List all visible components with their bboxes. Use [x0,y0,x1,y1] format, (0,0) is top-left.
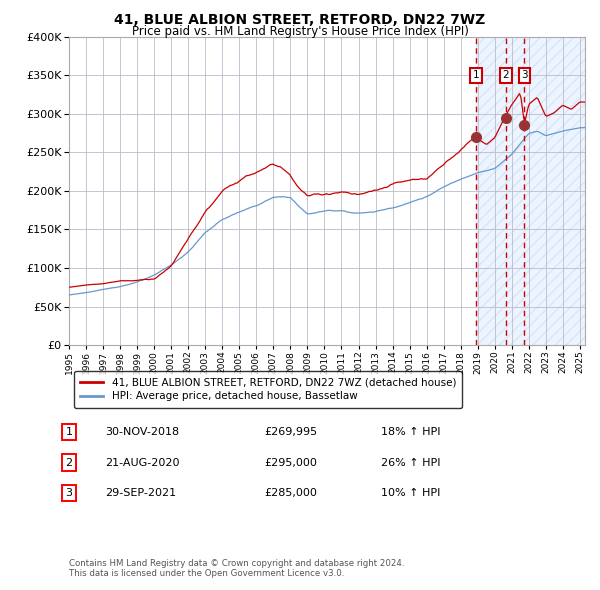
Text: This data is licensed under the Open Government Licence v3.0.: This data is licensed under the Open Gov… [69,569,344,578]
Text: 2: 2 [502,70,509,80]
Text: 1: 1 [473,70,479,80]
Text: Contains HM Land Registry data © Crown copyright and database right 2024.: Contains HM Land Registry data © Crown c… [69,559,404,568]
Legend: 41, BLUE ALBION STREET, RETFORD, DN22 7WZ (detached house), HPI: Average price, : 41, BLUE ALBION STREET, RETFORD, DN22 7W… [74,371,463,408]
Text: 10% ↑ HPI: 10% ↑ HPI [381,489,440,498]
Text: £285,000: £285,000 [264,489,317,498]
Text: 1: 1 [65,427,73,437]
Text: 18% ↑ HPI: 18% ↑ HPI [381,427,440,437]
Text: 3: 3 [521,70,528,80]
Text: 29-SEP-2021: 29-SEP-2021 [105,489,176,498]
Text: 2: 2 [65,458,73,467]
Text: 41, BLUE ALBION STREET, RETFORD, DN22 7WZ: 41, BLUE ALBION STREET, RETFORD, DN22 7W… [115,13,485,27]
Text: £295,000: £295,000 [264,458,317,467]
Text: £269,995: £269,995 [264,427,317,437]
Bar [476,37,585,345]
Text: Price paid vs. HM Land Registry's House Price Index (HPI): Price paid vs. HM Land Registry's House … [131,25,469,38]
Text: 21-AUG-2020: 21-AUG-2020 [105,458,179,467]
Bar [476,37,585,345]
Text: 30-NOV-2018: 30-NOV-2018 [105,427,179,437]
Text: 3: 3 [65,489,73,498]
Text: 26% ↑ HPI: 26% ↑ HPI [381,458,440,467]
